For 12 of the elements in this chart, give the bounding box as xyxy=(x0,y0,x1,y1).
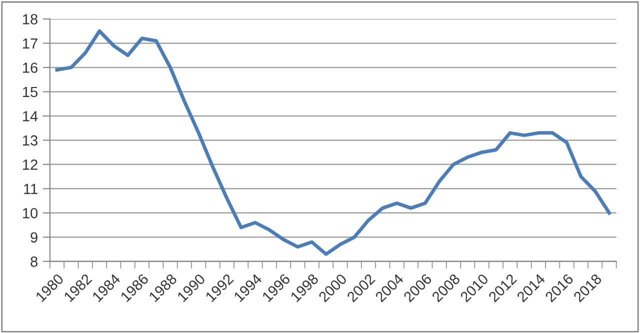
y-tick-label: 13 xyxy=(23,135,38,146)
y-tick-label: 8 xyxy=(30,256,38,267)
y-tick-label: 14 xyxy=(23,111,38,122)
y-tick-label: 11 xyxy=(24,184,38,194)
line-series xyxy=(55,29,611,256)
y-tick-label: 9 xyxy=(30,232,38,243)
y-tick-label: 12 xyxy=(23,160,38,170)
y-tick-label: 16 xyxy=(23,62,38,73)
y-tick-label: 15 xyxy=(23,86,38,98)
y-tick-label: 10 xyxy=(23,208,38,218)
y-tick-label: 17 xyxy=(23,38,38,49)
y-tick-label: 18 xyxy=(23,14,38,24)
